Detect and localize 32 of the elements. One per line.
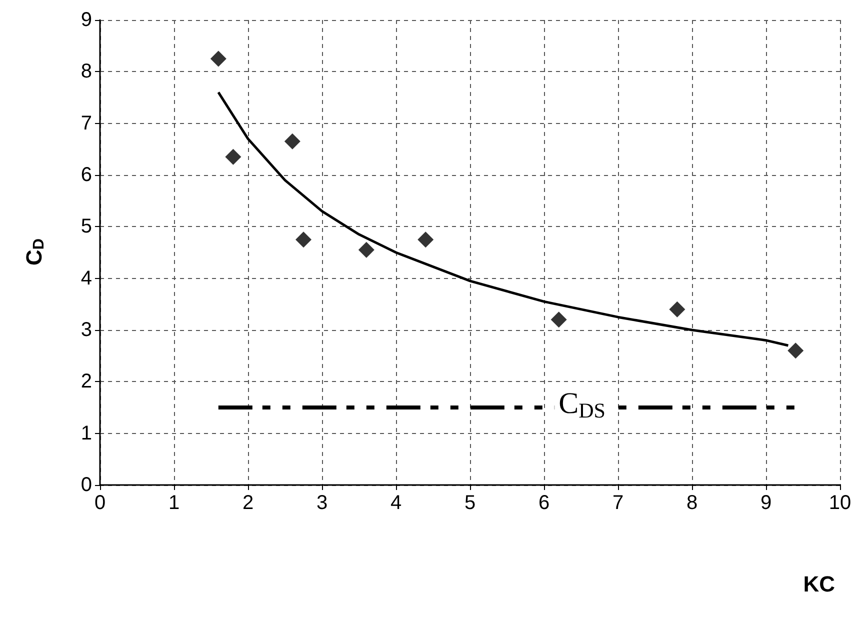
x-tick-label: 5 [464,492,476,514]
y-tick-label: 7 [80,112,92,134]
point [210,50,226,67]
point [418,232,434,248]
x-tick-label: 7 [612,492,624,514]
x-tick-label: 10 [828,492,852,514]
point [788,342,804,359]
point [550,312,567,328]
y-tick-label: 1 [80,422,92,444]
point [284,133,300,150]
point [296,232,312,248]
y-tick-label: 4 [80,267,92,290]
x-tick-label: 6 [538,492,550,514]
y-tick-label: 6 [80,164,92,186]
point [358,242,374,258]
y-tick-label: 2 [80,370,92,393]
x-axis-title: KC [803,572,836,596]
y-tick-label: 3 [80,319,92,341]
x-tick-label: 2 [242,492,254,514]
x-tick-label: 8 [686,492,698,514]
x-tick-label: 3 [316,492,328,514]
x-tick-label: 1 [168,492,180,514]
x-tick-label: 0 [94,492,106,514]
x-tick-label: 4 [390,492,402,514]
point [225,148,242,165]
y-tick-label: 8 [80,60,92,83]
y-tick-label: 9 [80,9,92,31]
y-tick-label: 5 [80,216,92,238]
point [669,301,686,318]
y-axis-title: CD [22,238,48,266]
y-tick-label: 0 [80,474,92,496]
x-tick-label: 9 [760,492,772,514]
